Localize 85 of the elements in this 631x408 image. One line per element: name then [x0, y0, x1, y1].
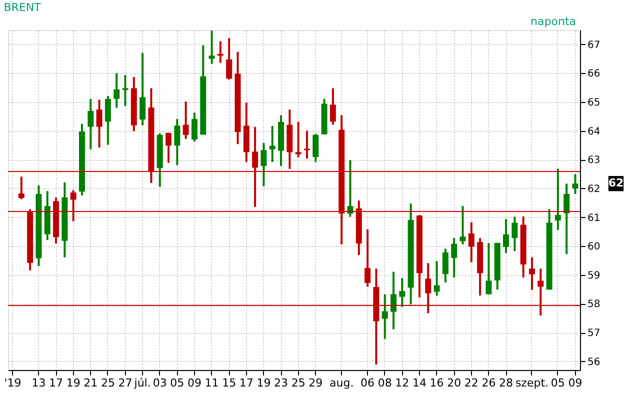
candlestick: [304, 130, 310, 160]
y-tick-label: 63: [588, 155, 600, 166]
x-tick-label: 25: [100, 376, 115, 390]
candlestick: [88, 98, 94, 150]
x-tick-label: 28: [499, 376, 514, 390]
x-tick-label: 03: [152, 376, 167, 390]
text: 62: [608, 176, 624, 190]
x-tick-label: aug.: [329, 376, 354, 390]
x-tick-label: 05: [550, 376, 565, 390]
x-tick-label: 12: [395, 376, 410, 390]
x-tick-label: 17: [49, 376, 64, 390]
x-tick-label: 05: [170, 376, 184, 390]
y-tick-label: 57: [588, 328, 600, 340]
candlestick: [512, 216, 518, 252]
x-tick-label: 21: [84, 376, 98, 390]
candlestick: [554, 168, 561, 231]
candlestick: [269, 124, 276, 163]
y-tick-label: 60: [588, 242, 600, 253]
x-tick-label: szept.: [515, 376, 549, 390]
candlestick: [382, 293, 388, 340]
candlestick: [528, 256, 535, 291]
x-tick-label: 19: [66, 376, 80, 390]
candlestick: [312, 133, 319, 163]
candlestick: [503, 218, 510, 254]
x-tick-label: 20: [447, 376, 462, 390]
y-tick-label: 58: [588, 299, 600, 310]
candlestick: [166, 132, 172, 164]
candlestick: [226, 37, 232, 81]
candlestick: [191, 112, 198, 143]
x-tick-label: 16: [430, 376, 444, 390]
candlestick: [122, 74, 128, 108]
x-tick-label: 25: [291, 376, 306, 390]
candlestick: [390, 270, 397, 330]
candlestick: [451, 237, 458, 279]
candlestick: [538, 268, 544, 317]
candlestick: [399, 277, 406, 308]
x-tick-label: 15: [222, 376, 236, 390]
candlestick: [434, 260, 440, 297]
x-tick-label: 09: [568, 376, 582, 390]
candlestick: [460, 205, 466, 246]
candlestick: [140, 52, 146, 126]
candlestick: [252, 126, 258, 208]
x-tick-label: 06: [360, 376, 375, 390]
y-tick-label: 67: [588, 40, 600, 51]
x-tick-label: '19: [4, 376, 22, 390]
x-tick-label: 17: [239, 376, 254, 390]
candlestick: [295, 120, 302, 158]
candlestick: [70, 189, 76, 222]
candlestick: [564, 182, 570, 256]
x-tick-label: 13: [32, 376, 46, 390]
y-tick-label: 61: [588, 212, 600, 224]
candlestick: [572, 173, 578, 195]
candlestick: [442, 248, 448, 284]
candlestick: [486, 242, 492, 296]
chart-title: BRENT: [4, 1, 42, 14]
x-tick-label: 09: [187, 376, 202, 390]
candlestick: [174, 118, 180, 166]
candlestick: [364, 228, 371, 288]
candlestick: [208, 30, 215, 65]
text: naponta: [530, 15, 576, 28]
candlestick: [182, 100, 189, 140]
x-tick-label: 08: [378, 376, 392, 390]
y-tick-label: 64: [588, 126, 600, 138]
candlestick: [468, 221, 474, 264]
candlestick: [425, 262, 432, 314]
x-tick-label: 22: [464, 376, 478, 390]
y-tick-label: 62: [588, 184, 600, 195]
candlestick: [330, 87, 336, 126]
candlestick: [104, 94, 111, 146]
y-tick-label: 66: [588, 68, 600, 80]
x-tick-label: 11: [204, 376, 219, 390]
x-tick-label: 23: [274, 376, 288, 390]
y-tick-label: 65: [588, 98, 600, 109]
y-tick-label: 59: [588, 270, 600, 282]
x-tick-label: 27: [118, 376, 132, 390]
candlestick: [260, 142, 267, 188]
x-tick-label: 26: [482, 376, 496, 390]
candlestick: [18, 176, 24, 200]
x-tick-label: 19: [256, 376, 271, 390]
x-tick-label: 14: [412, 376, 426, 390]
y-tick-label: 56: [588, 356, 600, 368]
candlestick: [96, 98, 102, 149]
candlestick: [114, 72, 120, 109]
x-tick-label: júl.: [133, 376, 151, 390]
x-tick-label: 29: [308, 376, 323, 390]
